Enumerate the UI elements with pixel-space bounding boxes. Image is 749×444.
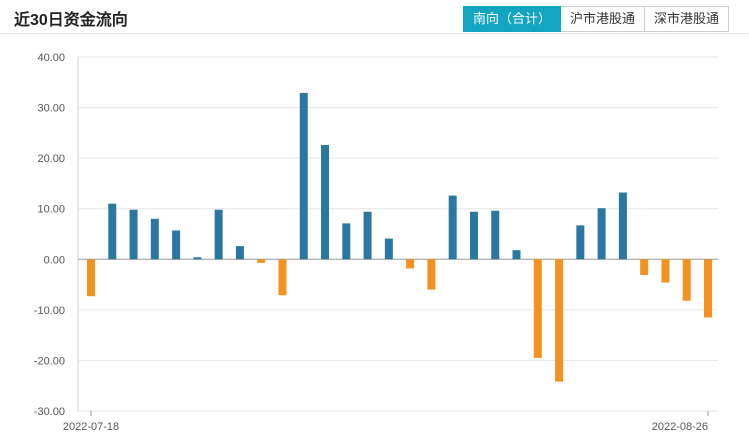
tab-shenzhen-hk-connect[interactable]: 深市港股通 — [644, 6, 729, 32]
y-tick-label: 40.00 — [37, 52, 65, 64]
market-tabs: 南向（合计） 沪市港股通 深市港股通 — [462, 6, 729, 32]
bar — [576, 225, 585, 260]
page-title: 近30日资金流向 — [14, 12, 128, 29]
bar — [363, 211, 372, 260]
bar — [682, 259, 691, 301]
bar — [427, 259, 436, 290]
tab-shanghai-hk-connect[interactable]: 沪市港股通 — [560, 6, 645, 32]
fund-flow-chart: 40.00 30.00 20.00 10.00 0.00 -10.00 -20.00 -30.… — [0, 40, 749, 439]
bar — [278, 259, 287, 296]
bar — [512, 250, 521, 260]
chart-header: 近30日资金流向 南向（合计） 沪市港股通 深市港股通 — [0, 0, 749, 34]
bar — [555, 259, 564, 382]
bar — [235, 246, 244, 260]
bar — [129, 209, 138, 260]
y-tick-label: 0.00 — [44, 254, 65, 266]
bar — [491, 210, 500, 260]
bar — [661, 259, 670, 283]
bar — [257, 259, 266, 263]
bar — [214, 209, 223, 260]
bar — [469, 211, 478, 260]
bar — [406, 259, 415, 269]
bar — [448, 195, 457, 260]
bar — [640, 259, 649, 275]
y-tick-label: 30.00 — [37, 103, 65, 115]
bar — [618, 192, 627, 260]
bar — [87, 259, 95, 297]
y-tick-label: -30.00 — [34, 406, 65, 418]
y-tick-label: 10.00 — [37, 204, 65, 216]
y-tick-label: -20.00 — [34, 355, 65, 367]
y-tick-label: -10.00 — [34, 305, 65, 317]
bar — [108, 203, 117, 260]
fund-flow-bar-chart: 40.00 30.00 20.00 10.00 0.00 -10.00 -20.00 -30.… — [34, 52, 718, 433]
bar — [321, 144, 330, 260]
bar — [299, 92, 308, 260]
header-divider — [0, 33, 749, 34]
y-tick-label: 20.00 — [37, 153, 65, 165]
bar — [342, 223, 351, 260]
x-tick-label: 2022-07-18 — [63, 421, 119, 433]
bar — [193, 257, 202, 260]
bar — [384, 238, 393, 260]
x-tick-label: 2022-08-26 — [652, 421, 708, 433]
bar — [533, 259, 542, 358]
bar — [704, 259, 712, 318]
tab-southbound-total[interactable]: 南向（合计） — [462, 6, 561, 32]
bar — [597, 208, 606, 260]
bar — [172, 230, 181, 260]
bar — [150, 218, 159, 260]
